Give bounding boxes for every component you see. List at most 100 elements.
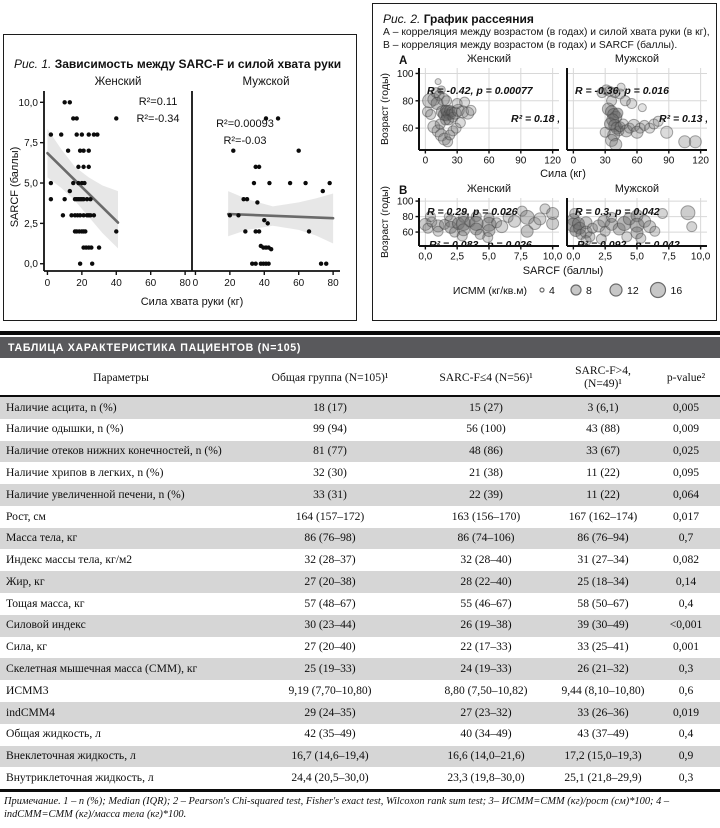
table-row: Наличие одышки, n (%) 99 (94) 56 (100) 43 (… [0,418,720,441]
svg-text:12: 12 [627,285,639,297]
svg-text:7,5: 7,5 [662,252,676,263]
value-cell: 26 (19–38) [460,618,512,632]
value-cell: 30 (23–44) [304,618,356,632]
table-row: Силовой индекс 30 (23–44) 26 (19–38) 39 (30… [0,614,720,637]
table-row: Наличие асцита, n (%) 18 (17) 15 (27) 3 (6,… [0,396,720,419]
svg-text:R²=0.11: R²=0.11 [139,96,178,108]
figure-2-caption-a: А – корреляция между возрастом (в годах)… [383,27,710,38]
svg-text:100: 100 [397,69,414,80]
fig2-panel-a-chart: R = -0.42, p = 0.00077 R² = 0.18 , p = 0 0… [379,54,709,180]
svg-text:0,0: 0,0 [24,259,38,270]
svg-text:Возраст (годы): Возраст (годы) [379,186,391,258]
column-header: Общая группа (N=105)¹ [242,358,418,397]
svg-text:Женский: Женский [467,54,511,65]
svg-text:0: 0 [571,156,577,167]
value-cell: 23,3 (19,8–30,0) [447,770,525,784]
svg-text:2,5: 2,5 [598,252,612,263]
value-cell: 43 (37–49) [577,727,629,741]
value-cell: 33 (25–41) [577,640,629,654]
value-cell: 164 (157–172) [295,509,365,523]
svg-text:R² = 0.092 , p = 0.042: R² = 0.092 , p = 0.042 [577,239,680,251]
parameter-cell: Масса тела, кг [6,531,78,545]
value-cell: 0,025 [672,444,700,458]
svg-text:0,0: 0,0 [418,252,432,263]
table-title: ТАБЛИЦА ХАРАКТЕРИСТИКА ПАЦИЕНТОВ (N=105) [0,337,720,358]
value-cell: 0,4 [678,596,694,610]
value-cell: 81 (77) [313,444,347,458]
svg-text:90: 90 [515,156,527,167]
svg-text:10,0: 10,0 [19,98,39,109]
patients-table-section: ТАБЛИЦА ХАРАКТЕРИСТИКА ПАЦИЕНТОВ (N=105)… [0,331,720,821]
value-cell: 27 (23–32) [460,705,512,719]
table-top-rule [0,331,720,335]
value-cell: 42 (35–49) [304,727,356,741]
svg-text:R = 0.29, p = 0.026: R = 0.29, p = 0.026 [427,206,518,218]
value-cell: 28 (22–40) [460,574,512,588]
svg-text:R = 0.3, p = 0.042: R = 0.3, p = 0.042 [575,206,660,218]
column-header: Параметры [0,358,242,397]
value-cell: 11 (22) [586,465,620,479]
value-cell: 58 (50–67) [577,596,629,610]
table-row: Тощая масса, кг 57 (48–67) 55 (46–67) 58 (5… [0,593,720,615]
value-cell: 0,009 [672,422,700,436]
table-row: Наличие хрипов в легких, n (%) 32 (30) 21 … [0,462,720,485]
figure-2-caption-b: В – корреляция между возрастом (в годах)… [383,40,678,51]
parameter-cell: ИСММ3 [6,683,49,697]
value-cell: 25 (19–33) [304,661,356,675]
value-cell: 0,3 [678,770,694,784]
svg-text:20: 20 [76,278,88,289]
figure-2-label: Рис. 2. [383,12,421,26]
parameter-cell: Силовой индекс [6,618,86,632]
svg-text:40: 40 [111,278,123,289]
table-row: Масса тела, кг 86 (76–98) 86 (74–106) 86 (7… [0,527,720,550]
svg-text:30: 30 [452,156,464,167]
svg-text:Мужской: Мужской [242,76,289,88]
value-cell: <0,001 [669,618,703,632]
svg-text:4: 4 [549,285,555,297]
figure-1-title: Рис. 1. Зависимость между SARC-F и силой… [14,57,342,71]
svg-text:Мужской: Мужской [615,184,659,195]
value-cell: 56 (100) [466,422,506,436]
svg-text:80: 80 [402,96,414,107]
value-cell: 0,3 [678,661,694,675]
svg-text:80: 80 [328,278,340,289]
value-cell: 48 (86) [469,444,503,458]
svg-text:R² = 0.083 , p = 0.026: R² = 0.083 , p = 0.026 [429,239,532,251]
value-cell: 43 (88) [586,422,620,436]
parameter-cell: Рост, см [6,509,46,523]
value-cell: 9,19 (7,70–10,80) [288,683,372,697]
value-cell: 32 (30) [313,465,347,479]
svg-text:100: 100 [397,197,414,208]
svg-text:60: 60 [631,156,643,167]
svg-text:Сила (кг): Сила (кг) [540,168,586,180]
table-header: Параметры Общая группа (N=105)¹ SARC-F≤4 (… [0,358,720,397]
value-cell: 26 (21–32) [577,661,629,675]
value-cell: 22 (39) [469,487,503,501]
svg-text:7,5: 7,5 [514,252,528,263]
fig1-scatter-chart: 0 20 40 60 80 Женский R²=0.11 R²=-0.34 0 20 40 60 80… [9,76,340,308]
svg-text:Сила хвата руки (кг): Сила хвата руки (кг) [141,296,244,308]
svg-text:60: 60 [293,278,305,289]
table-footnote: Примечание. 1 – n (%); Median (IQR); 2 –… [4,795,670,820]
svg-text:R = -0.36, p = 0.016: R = -0.36, p = 0.016 [575,85,669,97]
svg-text:Женский: Женский [467,184,511,195]
svg-text:80: 80 [402,212,414,223]
table-row: Общая жидкость, л 42 (35–49) 40 (34–49) 43 … [0,723,720,746]
table-row: Наличие увеличенной печени, n (%) 33 (31)… [0,484,720,506]
value-cell: 40 (34–49) [460,727,512,741]
svg-text:120: 120 [544,156,561,167]
svg-text:60: 60 [483,156,495,167]
svg-text:10,0: 10,0 [543,252,563,263]
value-cell: 86 (76–94) [577,531,629,545]
svg-text:0: 0 [45,278,51,289]
table-row: Жир, кг 27 (20–38) 28 (22–40) 25 (18–34) 0,1… [0,571,720,594]
table-row: Рост, см 164 (157–172) 163 (156–170) 167 (1… [0,505,720,528]
table-row: Внеклеточная жидкость, л 16,7 (14,6–19,4)… [0,745,720,768]
value-cell: 0,9 [678,749,694,763]
svg-text:7,5: 7,5 [24,138,38,149]
figure-2-title: Рис. 2. График рассеяния [383,12,534,26]
value-cell: 16,7 (14,6–19,4) [291,749,369,763]
value-cell: 99 (94) [313,422,347,436]
value-cell: 0,019 [672,705,700,719]
value-cell: 25,1 (21,8–29,9) [564,770,642,784]
